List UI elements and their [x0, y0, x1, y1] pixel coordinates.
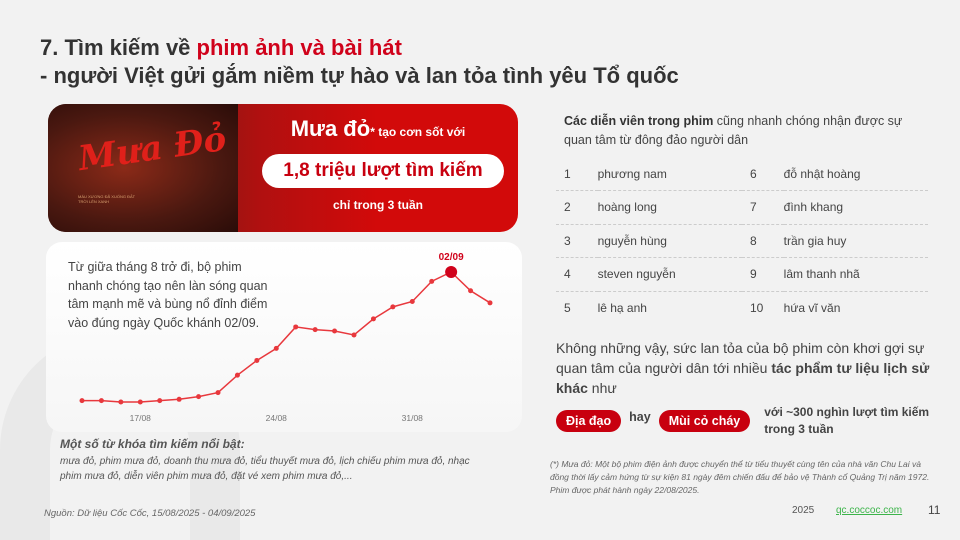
other-works-paragraph: Không những vậy, sức lan tỏa của bộ phim… — [556, 338, 941, 398]
actor-row: 4 steven nguyễn 9 lâm thanh nhã — [556, 257, 928, 292]
banner-after: tạo cơn sốt với — [374, 125, 466, 139]
actor-row: 2 hoàng long 7 đình khang — [556, 190, 928, 225]
actor-rank: 6 — [742, 157, 784, 191]
movie-name: Mưa đỏ — [290, 116, 371, 141]
actors-intro-rest: cũng nhanh chóng nhận được sự quan tâm t… — [564, 114, 903, 147]
keywords-list: mưa đỏ, phim mưa đỏ, doanh thu mưa đỏ, t… — [60, 456, 470, 482]
banner-headline: Mưa đỏ* tạo cơn sốt với — [238, 116, 518, 142]
data-point — [215, 390, 221, 396]
data-point — [79, 398, 85, 404]
keywords-section: Một số từ khóa tìm kiếm nổi bật: mưa đỏ,… — [60, 437, 480, 484]
data-point — [468, 288, 474, 294]
actor-name: đỗ nhật hoàng — [783, 157, 928, 191]
page-title: 7. Tìm kiếm về phim ảnh và bài hát - ngư… — [40, 34, 679, 90]
actors-intro-bold: Các diễn viên trong phim — [564, 114, 714, 128]
movie-poster: Mưa Đỏ MÁU XƯƠNG ĐÃ XUỐNG ĐẤT TRỜI LÊN X… — [48, 104, 238, 232]
tag-connector: hay — [629, 410, 651, 424]
actor-rank: 1 — [556, 157, 598, 191]
data-point — [351, 332, 357, 338]
data-point — [312, 327, 318, 333]
actor-row: 3 nguyễn hùng 8 trần gia huy — [556, 224, 928, 258]
data-source: Nguồn: Dữ liệu Cốc Cốc, 15/08/2025 - 04/… — [44, 508, 256, 519]
other-works-tags: Địa đạo hay Mùi cỏ cháy — [556, 410, 751, 432]
actor-name: hoàng long — [597, 190, 742, 225]
data-point — [429, 278, 435, 284]
other-p2: như — [587, 380, 617, 396]
actor-name: lê hạ anh — [597, 301, 647, 315]
actor-row: 1 phương nam 6 đỗ nhật hoàng — [556, 157, 928, 191]
actor-row: 5 lê hạ anh 10 hứa vĩ văn — [556, 291, 928, 325]
footer-year: 2025 — [792, 505, 815, 516]
actor-rank: 10 — [750, 301, 764, 315]
banner-sub: chỉ trong 3 tuần — [333, 198, 423, 212]
tag-dia-dao: Địa đạo — [556, 410, 622, 432]
trend-line — [82, 271, 491, 403]
title-prefix: 7. Tìm kiếm về — [40, 35, 197, 60]
poster-tagline: MÁU XƯƠNG ĐÃ XUỐNG ĐẤT TRỜI LÊN XANH — [78, 194, 135, 204]
actor-rank: 2 — [556, 190, 598, 225]
other-works-section: Không những vậy, sức lan tỏa của bộ phim… — [556, 338, 941, 438]
other-bold: tác phẩm tư liệu lịch sử khác — [556, 360, 930, 396]
search-count-pill: 1,8 triệu lượt tìm kiếm — [262, 154, 504, 188]
footer-link[interactable]: qc.coccoc.com — [836, 505, 903, 516]
other-p1: Không những vậy, sức lan tỏa của bộ phim… — [556, 340, 925, 376]
actor-rank: 5 — [564, 301, 571, 315]
data-point — [98, 398, 104, 404]
actor-rank: 3 — [556, 224, 598, 258]
x-tick-label: 31/08 — [402, 413, 424, 423]
data-point — [487, 300, 493, 306]
actor-rank: 7 — [742, 190, 784, 225]
peak-label: 02/09 — [439, 252, 464, 263]
title-highlight: phim ảnh và bài hát — [196, 35, 402, 60]
asterisk: * — [370, 125, 375, 139]
actor-name: nguyễn hùng — [597, 224, 742, 258]
actor-rank: 9 — [742, 257, 784, 292]
data-point — [254, 357, 260, 363]
data-point — [409, 298, 415, 304]
other-works-row: Địa đạo hay Mùi cỏ cháy với ~300 nghìn l… — [556, 404, 941, 438]
data-point — [293, 324, 299, 330]
other-works-note: với ~300 nghìn lượt tìm kiếm trong 3 tuầ… — [764, 405, 930, 436]
data-point — [370, 316, 376, 322]
actor-name: đình khang — [783, 190, 928, 225]
data-point — [390, 304, 396, 310]
x-tick-label: 24/08 — [266, 413, 288, 423]
data-point — [157, 398, 163, 404]
actor-name: steven nguyễn — [597, 257, 742, 292]
footnote: (*) Mưa đỏ: Một bộ phim điện ảnh được ch… — [550, 459, 930, 495]
data-point — [332, 328, 338, 334]
x-tick-label: 17/08 — [130, 413, 152, 423]
actor-rank: 8 — [742, 224, 784, 258]
actor-rank: 4 — [556, 257, 598, 292]
data-point — [196, 394, 202, 400]
title-line2: - người Việt gửi gắm niềm tự hào và lan … — [40, 63, 679, 88]
movie-banner: Mưa Đỏ MÁU XƯƠNG ĐÃ XUỐNG ĐẤT TRỜI LÊN X… — [48, 104, 518, 232]
data-point — [234, 372, 240, 378]
trend-card — [46, 242, 522, 432]
data-point — [137, 399, 143, 405]
actors-intro: Các diễn viên trong phim cũng nhanh chón… — [564, 112, 914, 150]
peak-point — [445, 266, 458, 278]
data-point — [118, 399, 124, 405]
actor-name: lâm thanh nhã — [783, 257, 928, 292]
actor-name: trần gia huy — [783, 224, 928, 258]
actor-name: hứa vĩ văn — [783, 301, 841, 315]
page-number: 11 — [928, 503, 941, 517]
data-point — [176, 396, 182, 402]
keywords-title: Một số từ khóa tìm kiếm nổi bật: — [60, 437, 245, 451]
tag-mui-co-chay: Mùi cỏ cháy — [658, 410, 751, 432]
data-point — [273, 345, 279, 351]
trend-description: Từ giữa tháng 8 trở đi, bộ phim nhanh ch… — [68, 260, 268, 330]
actor-name: phương nam — [597, 157, 742, 191]
actors-table: 1 phương nam 6 đỗ nhật hoàng 2 hoàng long 7 đìn… — [556, 157, 928, 325]
